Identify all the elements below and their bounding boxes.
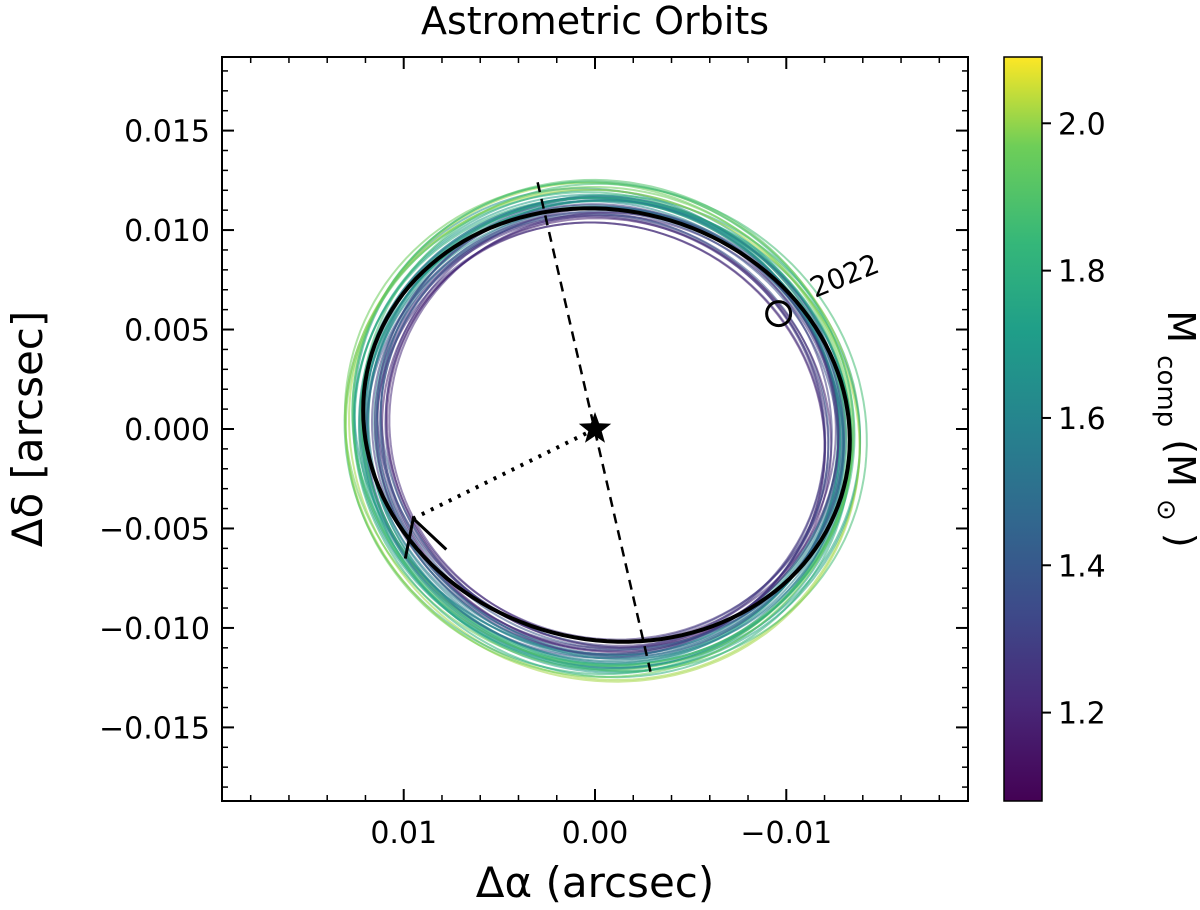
colorbar-label-main: M xyxy=(1159,310,1200,343)
epoch-marker xyxy=(765,300,793,328)
y-tick-label: −0.015 xyxy=(99,711,210,746)
colorbar-label-tail: (M xyxy=(1159,439,1200,487)
x-tick-label: −0.01 xyxy=(740,816,832,851)
periastron-line xyxy=(412,427,596,521)
host-star-marker xyxy=(578,412,612,443)
colorbar-tick-label: 1.2 xyxy=(1058,697,1106,732)
ensemble-orbit xyxy=(381,221,826,654)
y-tick-label: 0.010 xyxy=(124,214,210,249)
orbit-ensemble xyxy=(343,178,868,683)
ensemble-orbit xyxy=(360,182,868,673)
colorbar-label: M comp (M ⊙ ) xyxy=(1149,310,1200,547)
ensemble-orbit xyxy=(388,211,840,643)
colorbar-label-sub-sun: ⊙ xyxy=(1151,499,1181,521)
ensemble-orbit xyxy=(344,186,854,678)
chart-title: Astrometric Orbits xyxy=(421,0,769,43)
colorbar-label-close: ) xyxy=(1159,533,1200,548)
x-axis-label: Δα (arcsec) xyxy=(476,858,715,907)
epoch-label: 2022 xyxy=(805,247,883,304)
y-tick-label: 0.000 xyxy=(124,413,210,448)
best-fit-orbit xyxy=(361,206,852,644)
y-tick-label: −0.005 xyxy=(99,512,210,547)
y-axis-label: Δδ [arcsec] xyxy=(3,311,52,548)
colorbar-label-sub: comp xyxy=(1151,355,1181,427)
x-tick-label: 0.01 xyxy=(370,816,437,851)
colorbar-tick-label: 1.6 xyxy=(1058,402,1106,437)
colorbar xyxy=(1003,56,1043,802)
x-tick-label: 0.00 xyxy=(562,816,629,851)
colorbar-tick-label: 1.4 xyxy=(1058,549,1106,584)
direction-arrow xyxy=(403,515,448,559)
y-tick-label: 0.005 xyxy=(124,314,210,349)
orbit-annotations xyxy=(361,182,852,672)
axis-ticks: 0.01 0.00 −0.01 0.015 0.010 0.005 0.000 −0.005 −… xyxy=(99,57,968,851)
colorbar-tick-label: 2.0 xyxy=(1058,107,1106,142)
ensemble-orbit xyxy=(376,203,833,643)
colorbar-ticks: 1.2 1.4 1.6 1.8 2.0 xyxy=(1042,107,1106,732)
y-tick-label: 0.015 xyxy=(124,115,210,150)
ensemble-orbit xyxy=(386,217,833,649)
ensemble-orbit xyxy=(344,188,861,683)
colorbar-tick-label: 1.8 xyxy=(1058,255,1106,290)
y-tick-label: −0.010 xyxy=(99,612,210,647)
